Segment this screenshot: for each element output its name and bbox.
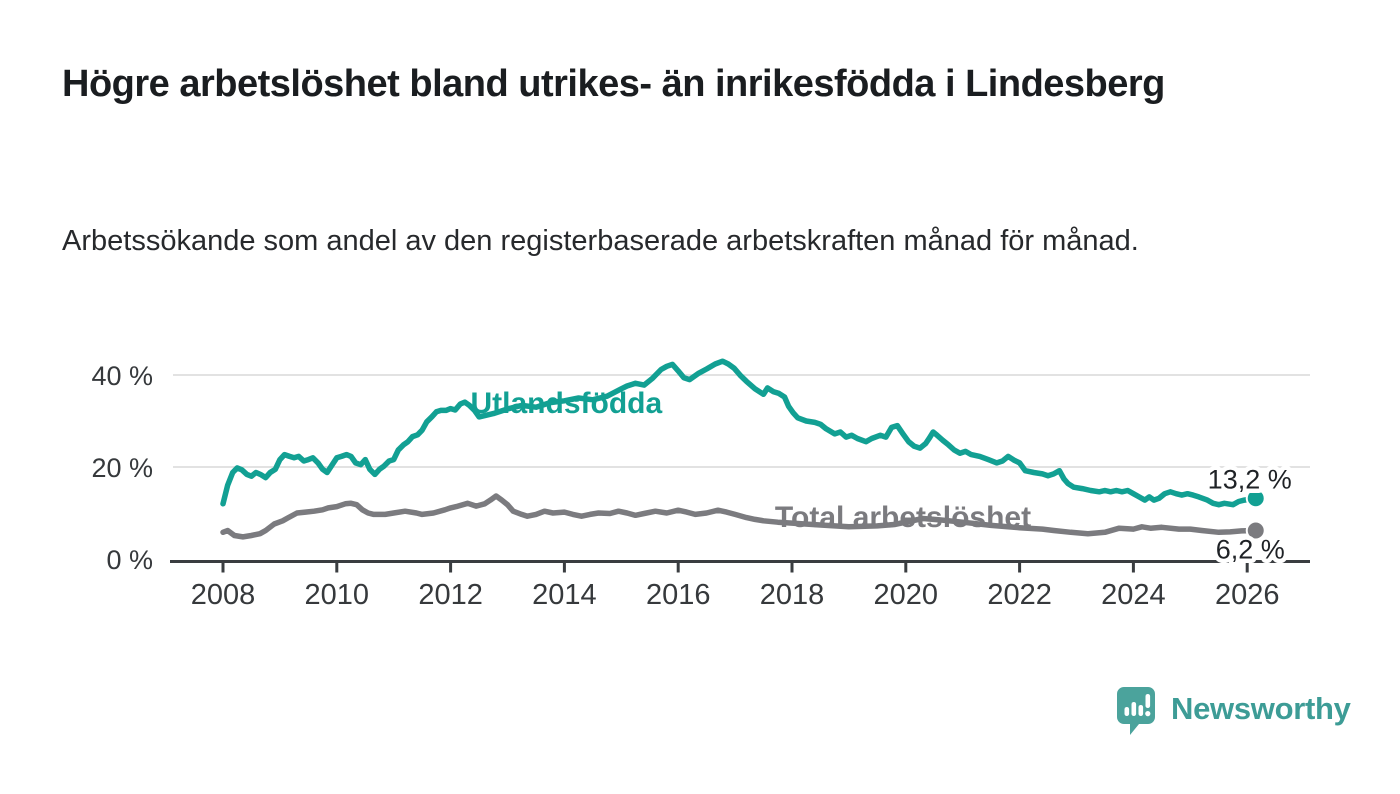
- x-axis-tick-label: 2016: [646, 579, 711, 611]
- end-value-annotation-total-arbetsl-shet: 6,2 %: [1216, 534, 1285, 564]
- newsworthy-brand: Newsworthy: [1116, 686, 1351, 736]
- end-dot-utlandsf-dda: [1245, 488, 1266, 509]
- logo-bar-2: [1131, 702, 1137, 716]
- y-axis-tick-label: 40 %: [91, 361, 153, 391]
- end-value-annotation-utlandsf-dda: 13,2 %: [1208, 464, 1292, 494]
- brand-name: Newsworthy: [1171, 691, 1351, 726]
- x-axis-tick-label: 2010: [305, 579, 370, 611]
- x-axis-tick-label: 2020: [874, 579, 939, 611]
- x-axis-tick-label: 2026: [1215, 579, 1280, 611]
- x-axis-tick-label: 2014: [532, 579, 597, 611]
- series-label-total-arbetsl-shet: Total arbetslöshet: [775, 501, 1031, 534]
- x-axis-tick-label: 2008: [191, 579, 256, 611]
- series-line-total-arbetsl-shet: [220, 493, 1259, 540]
- page-title: Högre arbetslöshet bland utrikes- än inr…: [62, 63, 1165, 105]
- logo-bar-1: [1124, 707, 1130, 716]
- logo-bar-3: [1138, 705, 1144, 716]
- x-axis-tick-label: 2022: [987, 579, 1052, 611]
- logo-exclamation-dot: [1145, 711, 1151, 717]
- y-axis-tick-label: 0 %: [106, 545, 153, 575]
- page-subtitle: Arbetssökande som andel av den registerb…: [62, 225, 1139, 257]
- newsworthy-logo-icon: [1117, 687, 1155, 735]
- series-line-utlandsf-dda: [220, 358, 1259, 508]
- x-axis-tick-label: 2012: [418, 579, 483, 611]
- logo-exclamation-bar: [1145, 694, 1151, 708]
- x-axis-tick-label: 2024: [1101, 579, 1166, 611]
- y-axis-tick-label: 20 %: [91, 453, 153, 483]
- unemployment-line-chart: 0 % 20 % 40 % 2008 2010 2012 2014 2016 2018 2020 2…: [0, 330, 1400, 670]
- series-label-utlandsf-dda: Utlandsfödda: [471, 387, 663, 420]
- line-chart-canvas: 0 % 20 % 40 % 2008 2010 2012 2014 2016 2018 2020 2…: [91, 358, 1310, 611]
- end-dot-total-arbetsl-shet: [1245, 520, 1266, 541]
- x-axis-tick-label: 2018: [760, 579, 825, 611]
